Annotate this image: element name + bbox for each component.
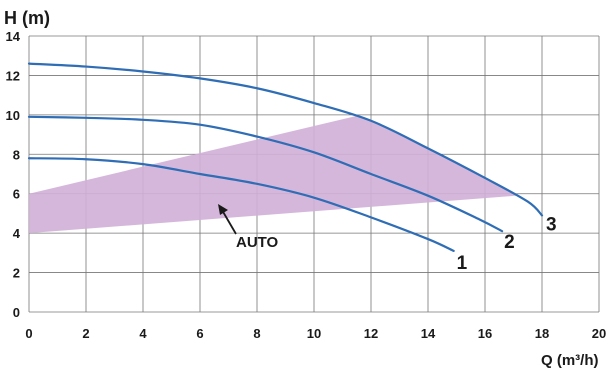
- y-tick-label: 14: [6, 29, 21, 44]
- x-tick-label: 14: [421, 326, 436, 341]
- y-tick-label: 12: [6, 68, 20, 83]
- y-tick-label: 0: [13, 305, 20, 320]
- x-axis-title: Q (m³/h): [541, 352, 599, 369]
- grid: [28, 35, 600, 313]
- curve-1: [27, 157, 455, 252]
- curve-label-2: 2: [504, 232, 515, 253]
- y-tick-label: 10: [6, 108, 20, 123]
- x-tick-label: 6: [196, 326, 203, 341]
- x-tick-label: 12: [364, 326, 378, 341]
- curve-3: [27, 62, 544, 217]
- x-tick-label: 16: [478, 326, 492, 341]
- y-tick-label: 2: [13, 266, 20, 281]
- x-tick-label: 20: [592, 326, 606, 341]
- auto-region: [29, 115, 517, 234]
- curve-2: [27, 115, 504, 233]
- y-axis-title: H (m): [4, 8, 50, 28]
- auto-pointer-arrowhead: [218, 204, 228, 215]
- auto-pointer-arrow: [221, 209, 237, 235]
- x-tick-label: 18: [535, 326, 549, 341]
- x-tick-label: 8: [253, 326, 260, 341]
- y-tick-label: 8: [13, 147, 20, 162]
- y-tick-label: 4: [13, 226, 21, 241]
- x-tick-label: 10: [307, 326, 321, 341]
- x-tick-label: 4: [139, 326, 147, 341]
- curves: 1 2 3: [27, 62, 557, 274]
- y-tick-label: 6: [13, 187, 20, 202]
- auto-label: AUTO: [236, 234, 279, 251]
- curve-label-1: 1: [457, 253, 468, 274]
- x-tick-label: 2: [82, 326, 89, 341]
- curve-label-3: 3: [546, 214, 557, 235]
- x-tick-label: 0: [25, 326, 32, 341]
